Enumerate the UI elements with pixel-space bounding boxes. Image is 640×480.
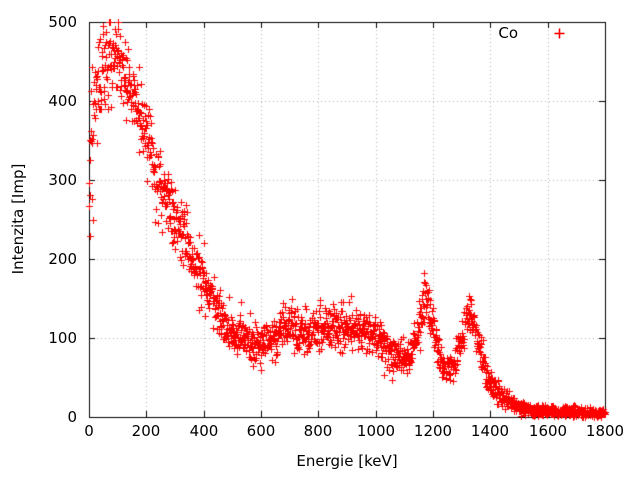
y-tick-label: 500 [48, 13, 77, 31]
y-axis-title: Intenzita [Imp] [9, 163, 27, 275]
x-axis-title: Energie [keV] [296, 452, 398, 470]
x-tick-label: 1800 [585, 422, 625, 440]
x-tick-label: 1000 [356, 422, 396, 440]
legend-label-co: Co [498, 24, 518, 42]
x-tick-label: 1200 [413, 422, 453, 440]
x-tick-label: 200 [131, 422, 161, 440]
x-tick-label: 0 [84, 422, 94, 440]
y-tick-label: 400 [48, 92, 77, 110]
x-tick-label: 400 [189, 422, 219, 440]
x-tick-label: 800 [303, 422, 333, 440]
x-tick-label: 1400 [470, 422, 510, 440]
y-tick-label: 100 [48, 329, 77, 347]
y-tick-label: 300 [48, 171, 77, 189]
legend-plus-marker-icon [554, 28, 565, 39]
x-tick-label: 1600 [528, 422, 568, 440]
y-tick-label: 200 [48, 250, 77, 268]
x-tick-label: 600 [246, 422, 276, 440]
y-tick-label: 0 [67, 408, 77, 426]
